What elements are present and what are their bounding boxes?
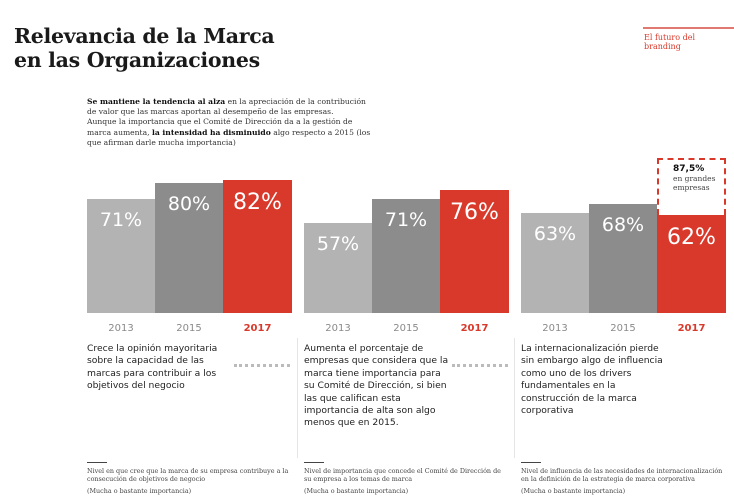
dotted-separator xyxy=(234,364,290,367)
intro-text-1: en la apreciación de la contribución de … xyxy=(87,97,366,117)
description-3: La internacionalización pierde sin embar… xyxy=(521,343,663,417)
footnote-2: Nivel de importancia que concede el Comi… xyxy=(304,462,509,495)
bar-2017: 82% xyxy=(223,179,292,313)
footnote-sub: (Mucha o bastante importancia) xyxy=(521,487,626,495)
footnote-sub: (Mucha o bastante importancia) xyxy=(87,487,192,495)
bar-value-label: 76% xyxy=(450,200,499,225)
year-label: 2015 xyxy=(610,323,636,334)
bar-2013: 63% xyxy=(521,212,589,313)
callout-text: empresas xyxy=(673,183,710,192)
section-label: El futuro del branding xyxy=(644,33,696,51)
bar-2017: 76% xyxy=(440,190,509,313)
year-label: 2015 xyxy=(393,323,419,334)
year-label: 2017 xyxy=(460,323,489,334)
intro-bold-2: la intensidad ha disminuido xyxy=(151,127,271,137)
intro-text-2: Aunque la importancia que el Comité de D… xyxy=(87,117,353,137)
bar-2015: 80% xyxy=(155,183,223,313)
bar-2017: 62% xyxy=(657,214,726,313)
footnote-text: Nivel de importancia que concede el Comi… xyxy=(304,467,501,483)
year-label: 2017 xyxy=(677,323,706,334)
year-label: 2017 xyxy=(243,323,272,334)
description-2: Aumenta el porcentaje de empresas que co… xyxy=(304,343,449,429)
bar-value-label: 71% xyxy=(99,208,143,231)
bar-value-label: 71% xyxy=(384,208,428,231)
title-line-2: en las Organizaciones xyxy=(14,48,260,72)
year-label: 2013 xyxy=(542,323,568,334)
intro-bold-1: Se mantiene la tendencia al alza xyxy=(87,97,226,106)
column-divider xyxy=(514,338,515,458)
bar-value-label: 62% xyxy=(667,224,716,250)
column-divider xyxy=(297,338,298,458)
page-title: Relevancia de la Marca en las Organizacio… xyxy=(14,24,275,72)
callout-value: 87,5% xyxy=(673,164,705,174)
description-1: Crece la opinión mayoritaria sobre la ca… xyxy=(87,343,218,392)
section-divider xyxy=(643,27,734,29)
year-label: 2015 xyxy=(176,323,202,334)
intro-text-3: algo respecto a 2015 (los que afirman da… xyxy=(87,127,371,147)
bar-value-label: 57% xyxy=(316,233,360,256)
bar-chart-committee: 57% 2013 71% 2015 76% 2017 xyxy=(304,150,510,340)
bar-2013: 71% xyxy=(87,198,155,313)
bar-value-label: 80% xyxy=(167,193,211,215)
footnote-3: Nivel de influencia de las necesidades d… xyxy=(521,462,726,495)
bar-2013: 57% xyxy=(304,223,372,313)
bar-chart-contribution: 71% 2013 80% 2015 82% 2017 xyxy=(87,150,293,340)
year-label: 2013 xyxy=(325,323,351,334)
title-line-1: Relevancia de la Marca xyxy=(14,24,275,48)
callout-text: en grandes xyxy=(673,174,716,183)
footnote-sub: (Mucha o bastante importancia) xyxy=(304,487,409,495)
bar-chart-internationalization: 63% 2013 68% 2015 62% 2017 87,5% en grandes empr… xyxy=(521,150,727,340)
bar-2015: 71% xyxy=(372,198,440,313)
intro-text: Se mantiene la tendencia al alza en la a… xyxy=(87,97,377,148)
footnote-text: Nivel en que cree que la marca de su emp… xyxy=(87,467,289,483)
footnote-1: Nivel en que cree que la marca de su emp… xyxy=(87,462,292,495)
large-companies-callout: 87,5% en grandes empresas xyxy=(657,158,726,215)
footnote-text: Nivel de influencia de las necesidades d… xyxy=(521,467,723,483)
bar-2015: 68% xyxy=(589,204,657,313)
year-label: 2013 xyxy=(108,323,134,334)
bar-value-label: 68% xyxy=(601,214,645,236)
bar-value-label: 82% xyxy=(233,189,282,215)
bar-value-label: 63% xyxy=(533,222,577,245)
dotted-separator xyxy=(452,364,508,367)
